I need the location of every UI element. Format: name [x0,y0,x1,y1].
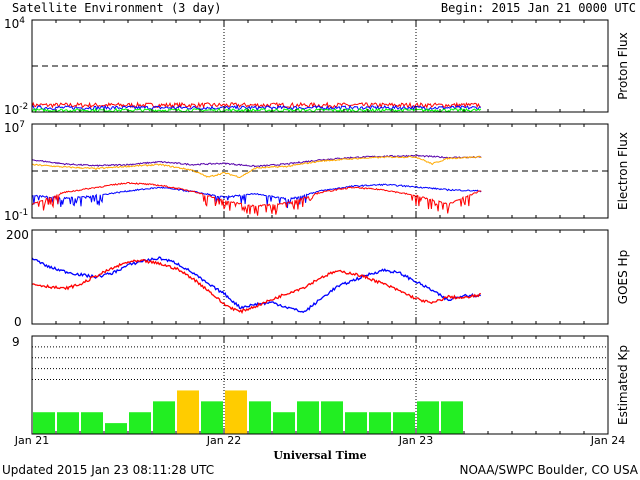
hp-series-line [31,258,482,314]
electron-series-line [31,182,482,216]
panel-frame [31,335,609,435]
kp-bar [81,412,103,434]
x-tick-label: Jan 21 [14,434,49,447]
x-tick-label: Jan 24 [590,434,625,447]
kp-bar [417,401,439,434]
kp-bar [273,412,295,434]
kp-bar [297,401,319,434]
kp-bar [105,423,127,434]
chart-panels: 104 10-2 Proton Flux 107 10-1 Electron Flux 20… [4,16,630,435]
y-tick-label: 10-2 [4,102,28,117]
y-axis-label: GOES Hp [616,250,630,304]
begin-time: Begin: 2015 Jan 21 0000 UTC [441,1,636,15]
y-tick-label: 0 [14,315,22,329]
y-axis-label: Proton Flux [616,32,630,99]
kp-bar [33,412,55,434]
kp-bar [441,401,463,434]
panel-frame [31,19,609,113]
kp-bar [393,412,415,434]
x-tick-label: Jan 22 [206,434,241,447]
electron-series-line [31,183,482,209]
kp-bar [369,412,391,434]
kp-bar [345,412,367,434]
y-tick-label: 200 [6,228,29,242]
electron-series-line [31,155,482,179]
proton-series-line [31,101,481,110]
y-tick-label: 9 [12,335,20,349]
y-axis-label: Electron Flux [616,132,630,210]
y-tick-label: 10-1 [4,208,28,223]
panel-frame [31,229,609,325]
y-axis-label: Estimated Kp [616,345,630,425]
kp-bar [129,412,151,434]
x-tick-label: Jan 23 [398,434,433,447]
x-axis-label: Universal Time [273,449,366,462]
kp-bar [321,401,343,434]
kp-bar [249,401,271,434]
kp-bar [57,412,79,434]
credit-label: NOAA/SWPC Boulder, CO USA [460,463,639,477]
y-tick-label: 104 [4,16,25,31]
hp-series-line [31,256,481,314]
proton-series-line [32,104,482,111]
electron-series-line [31,154,482,168]
kp-bar [177,390,199,434]
kp-bar [225,390,247,434]
updated-timestamp: Updated 2015 Jan 23 08:11:28 UTC [2,463,214,477]
chart-title: Satellite Environment (3 day) [12,1,222,15]
kp-bar [153,401,175,434]
proton-series-line [31,107,482,114]
kp-bar [201,401,223,434]
panel-frame [31,123,609,219]
y-tick-label: 107 [4,120,25,135]
